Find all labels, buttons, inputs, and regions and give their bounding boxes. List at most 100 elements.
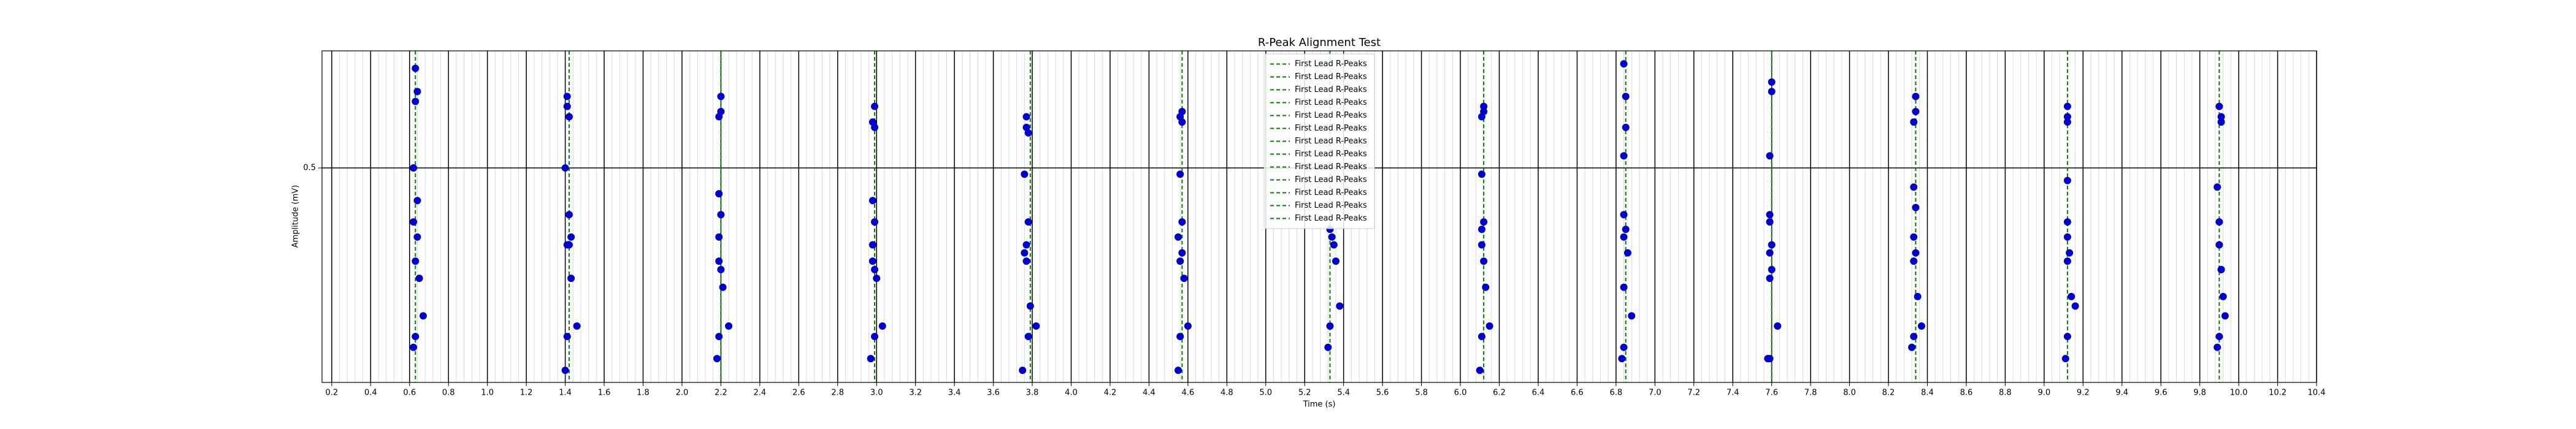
legend: First Lead R-Peaks First Lead R-Peaks Firs… [1263,53,1375,229]
data-point [561,164,569,172]
data-point [1623,249,1631,257]
x-tick-label: 2.0 [676,389,689,398]
data-point [715,333,723,341]
data-point [1174,233,1182,241]
data-point [2071,302,2079,310]
data-point [1021,249,1029,257]
x-tick-label: 1.2 [520,389,533,398]
data-point [1910,183,1918,191]
grid [322,51,2317,382]
data-point [1622,226,1630,233]
data-point [1024,129,1032,137]
data-point [563,102,571,110]
legend-label: First Lead R-Peaks [1295,72,1367,82]
x-tick-label: 1.4 [559,389,572,398]
data-point [1478,170,1485,178]
data-point [1620,152,1628,160]
data-point [1485,322,1493,330]
x-tick-label: 5.4 [1337,389,1350,398]
x-tick-label: 6.6 [1571,389,1584,398]
data-point [871,102,879,110]
x-tick-label: 0.2 [326,389,339,398]
x-tick-label: 10.4 [2308,389,2326,398]
x-tick-label: 1.6 [598,389,611,398]
data-point [717,93,725,101]
data-point [1328,233,1336,241]
data-point [1326,322,1334,330]
data-point [2219,292,2227,300]
x-tick-label: 6.2 [1493,389,1506,398]
legend-label: First Lead R-Peaks [1295,188,1367,197]
data-point [2215,241,2223,249]
x-tick-label: 0.6 [403,389,416,398]
data-point [1032,322,1040,330]
data-point [871,265,879,273]
data-point [1768,241,1776,249]
x-tick-label: 2.8 [831,389,844,398]
data-point [717,211,725,219]
data-point [1478,113,1485,121]
data-point [1622,93,1630,101]
data-point [1482,283,1490,291]
data-point [725,322,733,330]
data-point [719,283,727,291]
x-tick-label: 7.6 [1765,389,1778,398]
data-point [2063,118,2071,126]
x-tick-label: 2.2 [715,389,727,398]
data-point [410,218,418,226]
data-point [1480,218,1488,226]
data-point [413,197,421,205]
data-point [1912,108,1920,116]
x-tick-label: 1.8 [637,389,650,398]
legend-label: First Lead R-Peaks [1295,201,1367,210]
data-point [1912,93,1920,101]
data-point [868,257,876,265]
marks [410,51,2229,382]
x-tick-label: 2.6 [792,389,805,398]
data-point [1768,78,1776,86]
data-point [2215,333,2223,341]
data-point [1620,233,1628,241]
data-point [412,257,420,265]
data-point [561,366,569,374]
data-point [1174,366,1182,374]
data-point [2063,257,2071,265]
data-point [1910,333,1918,341]
plot-frame [321,50,2317,383]
x-tick-label: 3.4 [948,389,961,398]
chart-title: R-Peak Alignment Test [1258,36,1381,49]
legend-label: First Lead R-Peaks [1295,137,1367,146]
x-axis-label: Time (s) [1303,400,1336,409]
data-point [1766,152,1774,160]
x-tick-label: 4.8 [1221,389,1233,398]
data-point [1912,203,1920,211]
data-point [1176,333,1184,341]
data-point [1766,275,1774,283]
data-point [715,113,723,121]
data-point [717,265,725,273]
data-point [1022,257,1030,265]
legend-label: First Lead R-Peaks [1295,111,1367,120]
x-tick-label: 5.0 [1259,389,1272,398]
legend-label: First Lead R-Peaks [1295,59,1367,69]
data-point [1476,366,1484,374]
data-point [1024,333,1032,341]
x-tick-label: 1.0 [481,389,494,398]
x-tick-label: 5.8 [1415,389,1428,398]
data-point [715,190,723,198]
x-tick-label: 3.0 [870,389,883,398]
x-tick-label: 7.2 [1687,389,1700,398]
x-tick-label: 9.6 [2155,389,2168,398]
data-point [1478,333,1485,341]
data-point [1324,343,1332,351]
data-point [567,275,575,283]
data-point [1917,322,1925,330]
data-point [1330,241,1338,249]
axes: 0.2 0.4 0.6 0.8 1.0 1.2 1.4 1.6 1.8 2.0 2.2 2.4 2.6 2… [303,50,2326,398]
data-point [563,93,571,101]
data-point [567,233,575,241]
x-tick-label: 4.0 [1065,389,1078,398]
data-point [1764,355,1772,363]
y-axis-label: Amplitude (mV) [291,185,301,248]
data-point [715,257,723,265]
